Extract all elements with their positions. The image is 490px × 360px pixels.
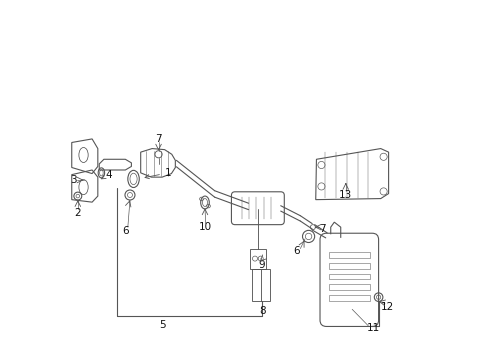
Text: 8: 8 (259, 306, 266, 316)
Text: 2: 2 (74, 208, 81, 218)
Bar (329, 263, 370, 269)
Bar (329, 252, 370, 258)
Bar (252, 269, 270, 301)
Text: 11: 11 (367, 323, 380, 333)
Text: 6: 6 (122, 226, 129, 236)
Bar (250, 249, 266, 269)
Text: 7: 7 (319, 224, 326, 234)
Text: 7: 7 (155, 134, 162, 144)
Text: 1: 1 (145, 168, 172, 179)
Text: 10: 10 (199, 222, 212, 232)
Text: 13: 13 (339, 190, 352, 200)
Text: 6: 6 (294, 246, 300, 256)
Bar (329, 295, 370, 301)
Text: 5: 5 (160, 320, 166, 330)
Text: 9: 9 (259, 260, 266, 270)
Bar (329, 284, 370, 290)
Text: 4: 4 (101, 170, 112, 180)
Text: 3: 3 (70, 175, 77, 185)
Bar (329, 274, 370, 279)
Text: 12: 12 (381, 302, 394, 312)
